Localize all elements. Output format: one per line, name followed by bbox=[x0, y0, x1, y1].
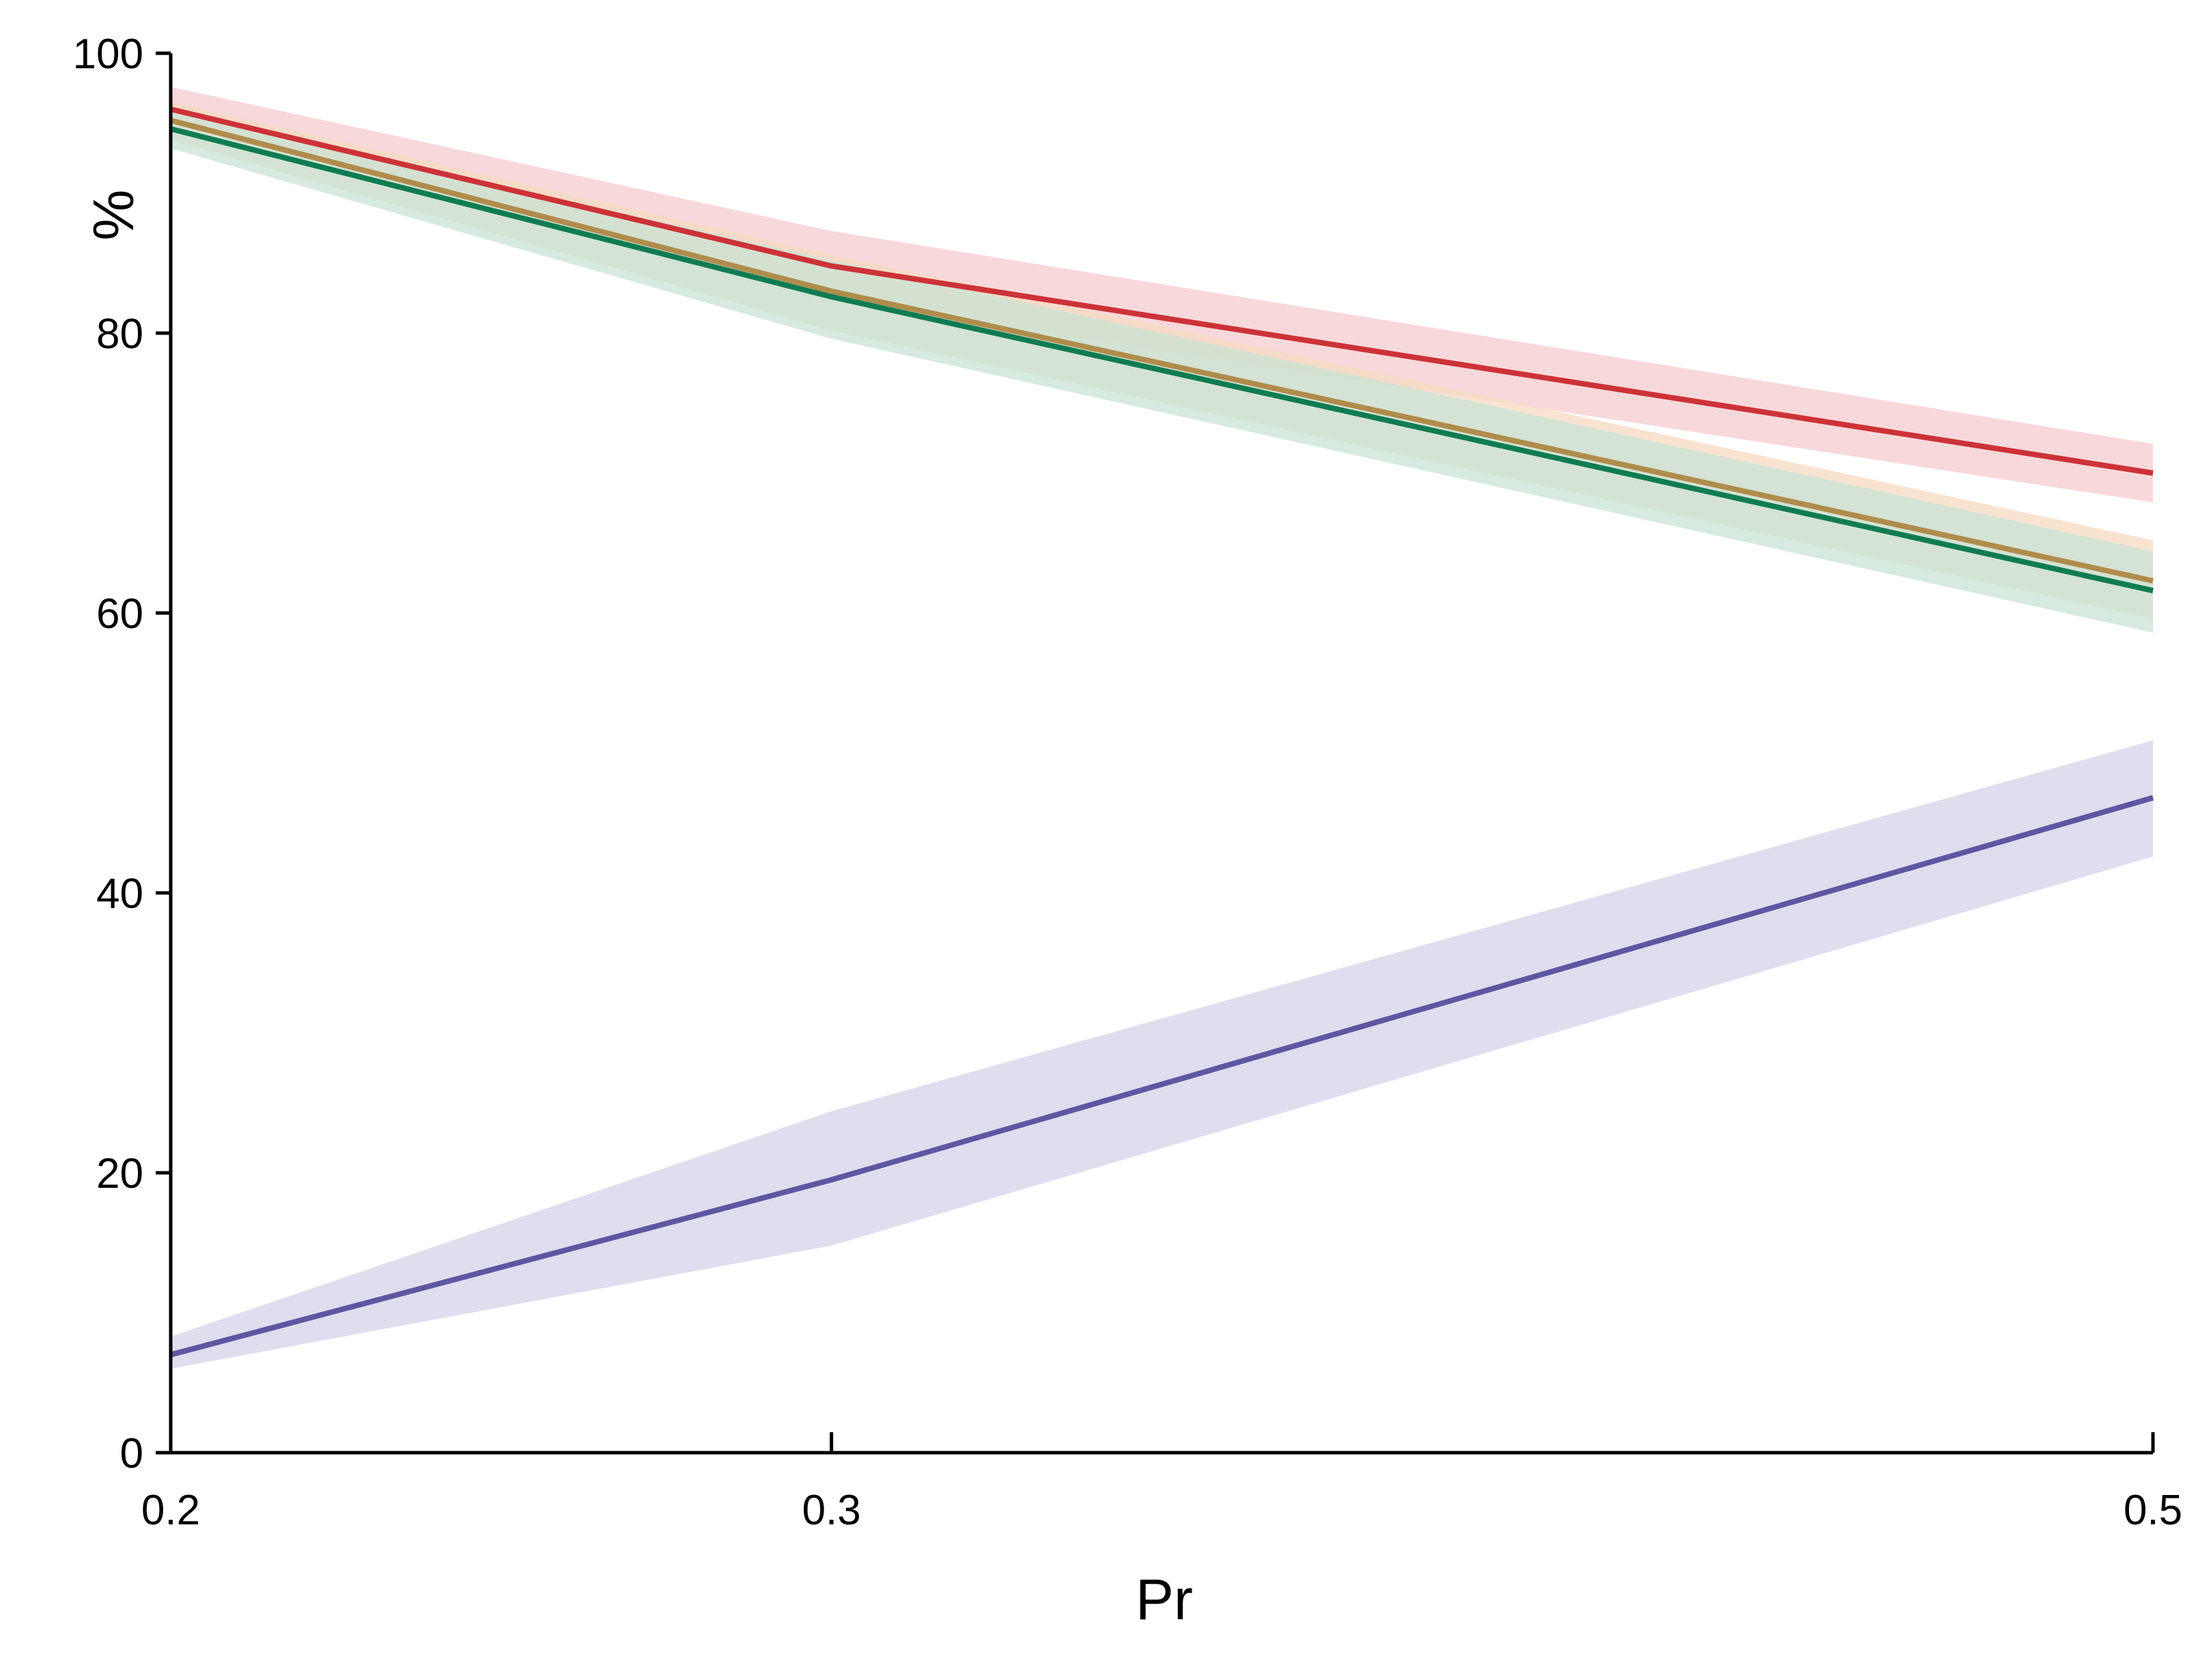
y-axis-title: % bbox=[81, 190, 145, 241]
y-tick-label: 100 bbox=[73, 31, 143, 78]
series-line-2 bbox=[170, 106, 2154, 476]
series-line-4 bbox=[170, 126, 2154, 594]
x-axis-ticks: 0.2 0.3 0.5 bbox=[141, 1432, 2182, 1534]
x-tick-label: 0.2 bbox=[141, 1487, 200, 1534]
x-tick-label: 0.5 bbox=[2124, 1487, 2182, 1534]
axes bbox=[169, 53, 2153, 1455]
x-axis-title: Pr bbox=[1136, 1567, 1193, 1632]
y-tick-label: 40 bbox=[96, 870, 143, 917]
y-tick-label: 20 bbox=[96, 1150, 143, 1197]
confidence-bands bbox=[171, 87, 2153, 1369]
confidence-band-2 bbox=[171, 87, 2153, 503]
y-tick-label: 0 bbox=[120, 1430, 143, 1477]
series-lines bbox=[169, 106, 2154, 1358]
series-line-1 bbox=[169, 795, 2154, 1358]
x-tick-label: 0.3 bbox=[802, 1487, 861, 1534]
confidence-band-1 bbox=[171, 740, 2153, 1369]
y-axis-ticks: 0 20 40 60 80 100 bbox=[73, 31, 171, 1477]
y-tick-label: 60 bbox=[96, 590, 143, 638]
y-tick-label: 80 bbox=[96, 311, 143, 358]
series-line-3 bbox=[169, 117, 2154, 584]
